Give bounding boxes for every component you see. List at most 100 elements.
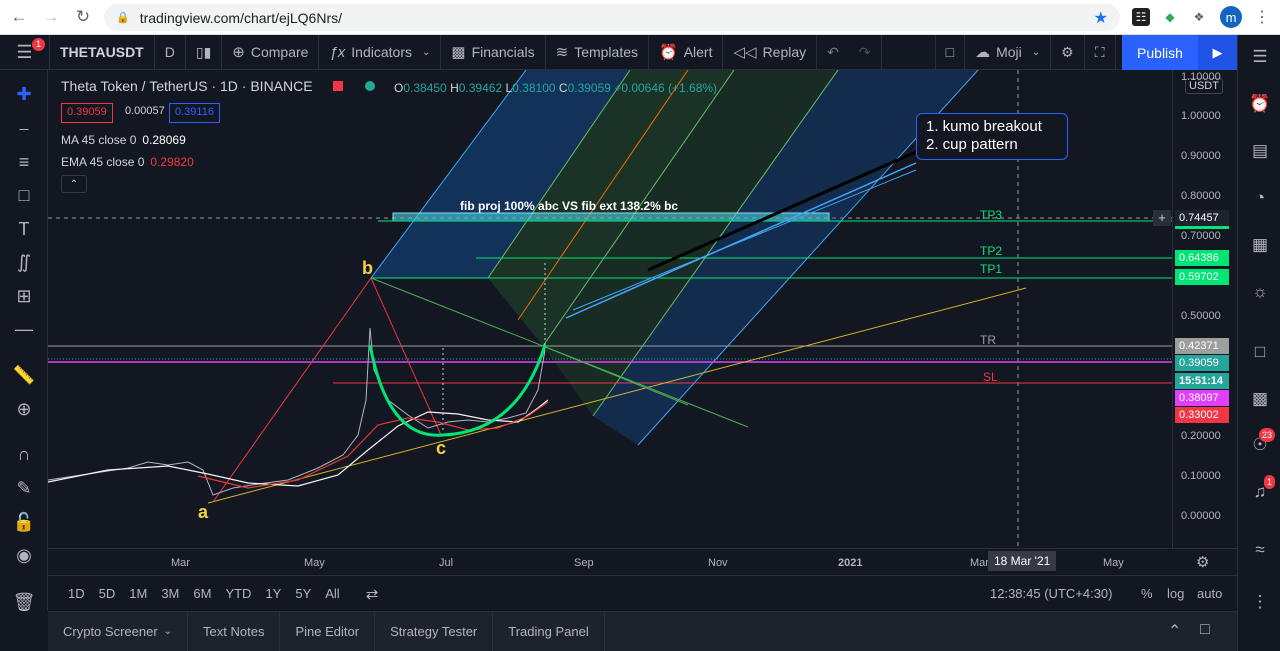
trash-icon[interactable]: 🗑 — [12, 591, 36, 612]
pattern-tool-icon[interactable]: ∬ — [16, 251, 32, 272]
extension-cube-icon[interactable]: ◆ — [1165, 10, 1175, 24]
symbol-search-button[interactable]: THETAUSDT — [50, 35, 155, 69]
alerts-clock-icon[interactable]: ⏰ — [1249, 94, 1271, 113]
data-window-icon[interactable]: ▤ — [1251, 141, 1269, 160]
extension-icon[interactable]: ☷ — [1132, 8, 1150, 26]
buy-button[interactable]: 0.39116 — [169, 103, 220, 123]
square-icon: □ — [945, 44, 955, 60]
tp3-label: TP3 — [980, 208, 1003, 222]
currency-label[interactable]: USDT — [1185, 78, 1223, 94]
chart-pane[interactable]: Theta Token / TetherUS · 1D · BINANCE O0… — [48, 70, 1172, 548]
chevron-down-icon: ⌄ — [1031, 46, 1041, 58]
bookmark-star-icon[interactable]: ★ — [1093, 10, 1108, 27]
time-axis[interactable]: Mar May Jul Sep Nov 2021 Mar May 18 Mar … — [48, 548, 1237, 575]
minus-icon[interactable]: — — [15, 318, 33, 339]
alert-label: Alert — [683, 44, 713, 60]
trading-icon[interactable]: ≈ — [1255, 540, 1265, 559]
main-menu-button[interactable]: ☰ 1 — [0, 35, 50, 69]
symbol-legend-title[interactable]: Theta Token / TetherUS · 1D · BINANCE — [61, 78, 313, 94]
publish-button[interactable]: Publish — [1122, 35, 1198, 70]
alarm-clock-icon: ⏰ — [659, 44, 678, 61]
prediction-tool-icon[interactable]: ⊞ — [16, 285, 32, 306]
range-3m[interactable]: 3M — [161, 586, 180, 601]
range-1y[interactable]: 1Y — [265, 586, 282, 601]
publish-play-button[interactable]: ▶ — [1198, 35, 1237, 70]
zoom-in-icon[interactable]: ⊕ — [16, 398, 32, 419]
log-toggle[interactable]: log — [1167, 586, 1185, 601]
reload-icon[interactable]: ↻ — [75, 7, 91, 26]
profile-avatar[interactable]: m — [1220, 6, 1242, 28]
sell-button[interactable]: 0.39059 — [61, 103, 113, 123]
magnet-icon[interactable]: ∩ — [17, 443, 31, 464]
back-icon[interactable]: ← — [10, 7, 28, 26]
ruler-icon[interactable]: 📏 — [12, 364, 36, 385]
templates-button[interactable]: ≋ Templates — [546, 35, 649, 69]
more-options-icon[interactable]: ⋮ — [1251, 592, 1269, 611]
interval-button[interactable]: D — [155, 35, 186, 69]
tab-text-notes[interactable]: Text Notes — [188, 612, 281, 651]
ma-legend[interactable]: MA 45 close 0 0.28069 — [61, 133, 186, 147]
fx-icon: ƒx — [329, 43, 346, 61]
fib-tool-icon[interactable]: ≡ — [18, 151, 30, 172]
collapse-legend-button[interactable]: ⌃ — [61, 175, 87, 193]
undo-button[interactable]: ↶ — [827, 43, 839, 60]
axis-settings-gear-icon[interactable]: ⚙ — [1196, 554, 1210, 571]
gear-icon: ⚙ — [1061, 43, 1074, 60]
range-5y[interactable]: 5Y — [295, 586, 312, 601]
replay-button[interactable]: ◁◁ Replay — [723, 35, 818, 69]
add-plus-button[interactable]: + — [1153, 210, 1171, 226]
address-bar[interactable]: 🔒 tradingview.com/chart/ejLQ6Nrs/ ★ — [104, 4, 1120, 31]
note-line-1: 1. kumo breakout — [926, 118, 1042, 135]
layout-select-button[interactable]: □ — [934, 35, 966, 69]
percent-toggle[interactable]: % — [1141, 586, 1153, 601]
goto-date-icon[interactable]: ⇄ — [365, 585, 379, 603]
hotlists-icon[interactable]: ◔ — [1254, 188, 1266, 207]
browser-menu-icon[interactable]: ⋮ — [1254, 9, 1270, 26]
range-5d[interactable]: 5D — [98, 586, 116, 601]
ema-legend[interactable]: EMA 45 close 0 0.29820 — [61, 155, 194, 169]
range-all[interactable]: All — [325, 586, 340, 601]
calendar-icon[interactable]: ▦ — [1251, 235, 1269, 254]
financials-button[interactable]: ▩ Financials — [441, 35, 546, 69]
alert-button[interactable]: ⏰ Alert — [649, 35, 724, 69]
tab-crypto-screener[interactable]: Crypto Screener ⌄ — [48, 612, 189, 651]
note-line-2: 2. cup pattern — [926, 136, 1018, 153]
clock-label[interactable]: 12:38:45 (UTC+4:30) — [990, 586, 1113, 601]
forward-icon[interactable]: → — [42, 7, 60, 26]
chevron-up-icon: ⌃ — [69, 178, 79, 190]
tab-trading-panel[interactable]: Trading Panel — [493, 612, 605, 651]
maximize-panel-icon[interactable]: □ — [1200, 621, 1210, 638]
trend-line-icon[interactable]: ⎯ — [19, 117, 29, 138]
range-1m[interactable]: 1M — [129, 586, 148, 601]
ma-value: 0.28069 — [142, 133, 186, 147]
lock-drawings-icon[interactable]: 🔓 — [12, 511, 36, 532]
notifications-bell-icon[interactable]: ♫ — [1253, 482, 1267, 501]
compare-button[interactable]: ⊕ Compare — [222, 35, 320, 69]
text-tool-icon[interactable]: T — [18, 218, 30, 239]
range-1d[interactable]: 1D — [68, 586, 85, 601]
auto-toggle[interactable]: auto — [1197, 586, 1223, 601]
fullscreen-button[interactable]: ⛶ — [1085, 35, 1116, 69]
watchlist-icon[interactable]: ☰ — [1252, 47, 1268, 66]
shape-tool-icon[interactable]: □ — [18, 184, 30, 205]
price-axis[interactable]: USDT 1.10000 1.00000 0.90000 0.80000 0.7… — [1172, 70, 1237, 548]
messages-icon[interactable]: ▩ — [1251, 389, 1269, 408]
chart-style-button[interactable]: ▯▮ — [186, 35, 223, 69]
redo-button[interactable]: ↷ — [849, 35, 882, 69]
idea-bulb-icon[interactable]: ☼ — [1252, 282, 1268, 301]
chevron-up-icon[interactable]: ⌃ — [1168, 623, 1182, 640]
note-box[interactable]: 1. kumo breakout 2. cup pattern — [916, 113, 1068, 160]
compare-label: Compare — [250, 44, 309, 60]
tab-strategy-tester[interactable]: Strategy Tester — [375, 612, 494, 651]
draw-mode-icon[interactable]: ✎ — [16, 477, 32, 498]
tab-pine-editor[interactable]: Pine Editor — [280, 612, 376, 651]
settings-button[interactable]: ⚙ — [1051, 35, 1085, 69]
extensions-puzzle-icon[interactable]: ❖ — [1193, 10, 1205, 24]
crosshair-icon[interactable]: ✚ — [16, 83, 32, 104]
range-6m[interactable]: 6M — [193, 586, 212, 601]
range-ytd[interactable]: YTD — [225, 586, 252, 601]
eye-icon[interactable]: ◉ — [16, 544, 32, 565]
chats-icon[interactable]: □ — [1254, 342, 1266, 361]
indicators-button[interactable]: ƒx Indicators ⌄ — [319, 35, 442, 69]
layout-name-button[interactable]: ☁ Moji ⌄ — [965, 35, 1052, 69]
